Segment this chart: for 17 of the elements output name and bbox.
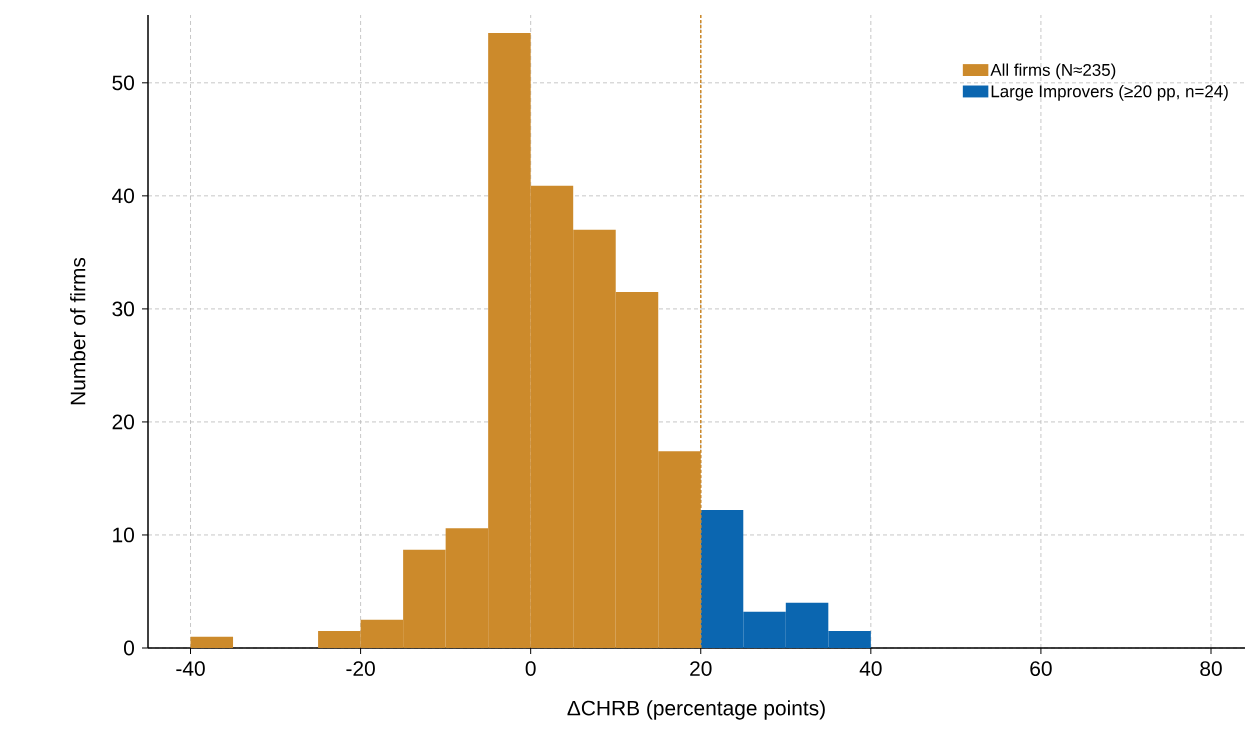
x-tick-label: 80	[1200, 661, 1222, 676]
x-tick-label: 60	[1030, 661, 1052, 676]
x-tick-label: 0	[525, 661, 536, 676]
y-tick-label: 10	[113, 527, 134, 543]
x-axis-title: ΔCHRB (percentage points)	[567, 700, 825, 720]
y-axis-title: Number of firms	[70, 257, 86, 405]
y-tick-label: 30	[112, 301, 134, 317]
y-tick-label: 20	[112, 414, 134, 430]
y-tick-label: 0	[124, 640, 135, 656]
y-tick-label: 50	[112, 75, 134, 91]
x-tick-label: 40	[859, 661, 882, 676]
legend-label: All firms (N≈235)	[990, 63, 1116, 80]
y-tick-label: 40	[112, 188, 134, 204]
x-tick-label: -40	[176, 661, 205, 676]
legend-label: Large Improvers (≥20 pp, n=24)	[991, 84, 1228, 101]
x-tick-label: 20	[690, 661, 712, 676]
x-tick-label: -20	[346, 661, 375, 676]
